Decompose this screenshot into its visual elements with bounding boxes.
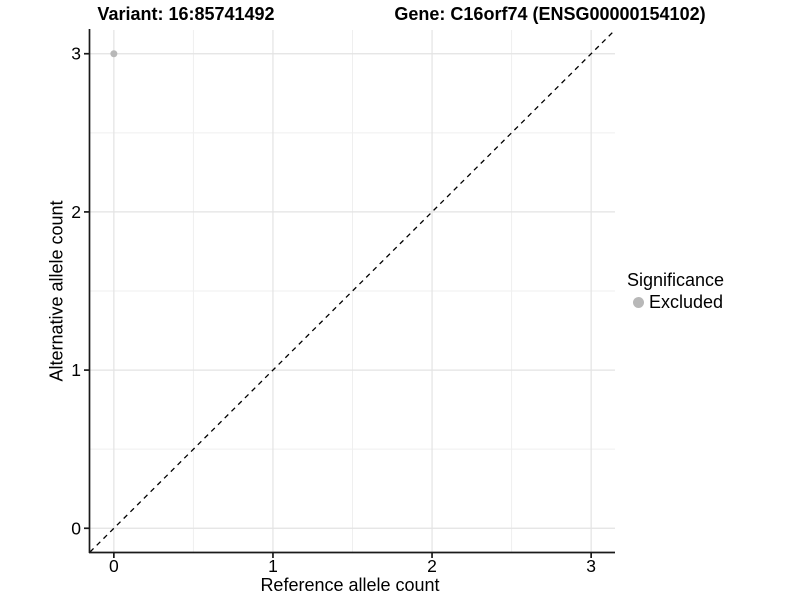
y-tick-label: 2 — [71, 202, 81, 222]
x-tick-label: 1 — [268, 556, 278, 576]
data-point — [110, 50, 118, 58]
y-axis-title: Alternative allele count — [46, 200, 67, 382]
x-axis-title: Reference allele count — [260, 575, 440, 595]
y-tick-label: 1 — [71, 360, 81, 380]
variant-title: Variant: 16:85741492 — [97, 4, 275, 24]
gene-title: Gene: C16orf74 (ENSG00000154102) — [394, 4, 706, 24]
legend-item-label: Excluded — [649, 292, 724, 312]
legend-item-excluded: Excluded — [627, 292, 724, 313]
legend-title: Significance — [627, 270, 725, 290]
x-tick-label: 3 — [586, 556, 596, 576]
x-tick-label: 2 — [427, 556, 437, 576]
legend-point-icon — [633, 297, 644, 308]
y-tick-label: 3 — [71, 44, 81, 64]
x-tick-label: 0 — [109, 556, 119, 576]
legend: Significance Excluded — [627, 270, 724, 313]
y-tick-label: 0 — [71, 518, 81, 538]
